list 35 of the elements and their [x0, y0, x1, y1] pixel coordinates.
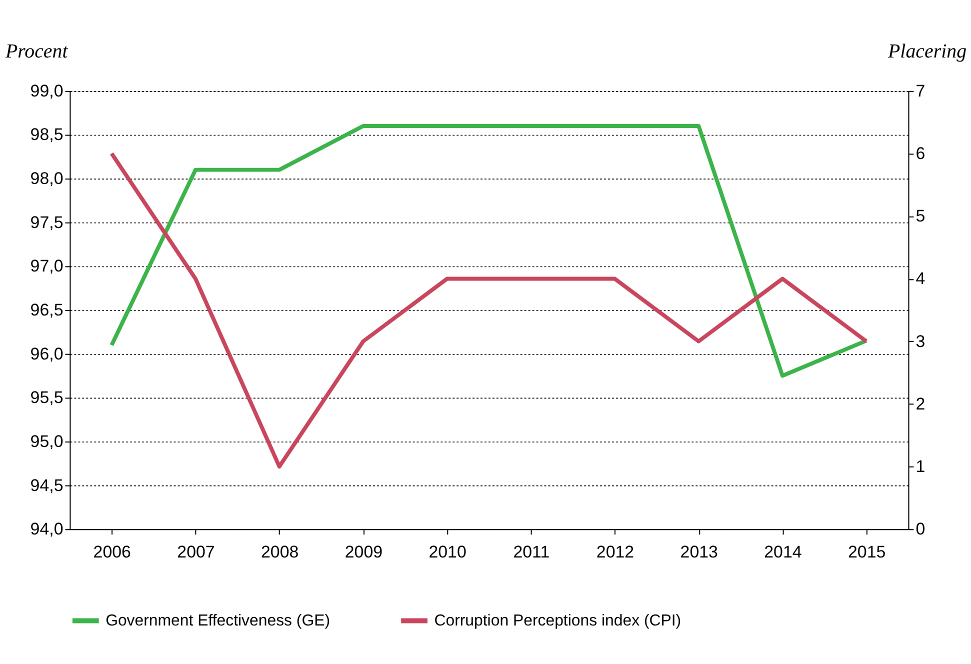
x-tick-label: 2014 [764, 542, 802, 562]
y-tick-label: 95,0 [30, 432, 64, 451]
y2-tick-label: 7 [916, 81, 926, 100]
y-tick-label: 96,0 [30, 344, 64, 364]
x-tick-label: 2010 [428, 542, 466, 562]
y-tick-label: 98,0 [30, 169, 64, 188]
x-tick-label: 2013 [680, 542, 718, 562]
y2-tick-label: 4 [916, 269, 926, 288]
x-tick-label: 2009 [344, 542, 383, 562]
line-series [110, 124, 868, 378]
y2-axis-title: Placering [887, 40, 967, 63]
y-tick-label: 96,5 [30, 300, 64, 320]
y-tick-label: 97,5 [30, 212, 64, 232]
y-tick-label: 97,0 [30, 256, 64, 276]
y2-tick-label: 5 [916, 206, 926, 226]
x-tick-label: 2007 [177, 542, 215, 562]
y-tick-label: 94,5 [30, 476, 64, 495]
x-tick-label: 2015 [848, 542, 886, 562]
x-tick-label: 2006 [93, 542, 131, 562]
legend-label: Government Effectiveness (GE) [106, 612, 330, 630]
y-tick-label: 95,5 [30, 388, 64, 408]
y-tick-label: 98,5 [30, 125, 64, 144]
x-tick-label: 2008 [261, 542, 299, 562]
y2-tick-label: 0 [916, 520, 926, 539]
y-axis-title: Procent [4, 40, 68, 63]
line-series [110, 152, 868, 469]
x-tick-label: 2011 [513, 542, 550, 562]
y2-tick-label: 1 [916, 457, 926, 476]
y2-tick-label: 6 [916, 144, 926, 164]
y2-tick-label: 3 [916, 332, 926, 351]
y-tick-label: 99,0 [30, 81, 64, 100]
legend-label: Corruption Perceptions index (CPI) [434, 612, 682, 630]
y-tick-label: 94,0 [30, 520, 64, 539]
x-tick-label: 2012 [596, 542, 634, 562]
y2-tick-label: 2 [916, 394, 926, 414]
